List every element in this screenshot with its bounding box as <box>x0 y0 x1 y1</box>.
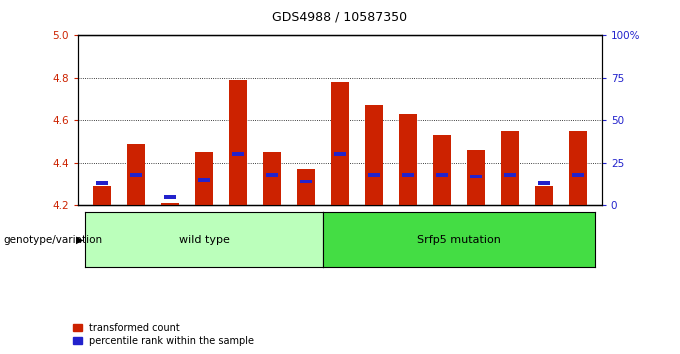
Bar <box>471 175 481 178</box>
Text: genotype/variation: genotype/variation <box>3 235 103 245</box>
Bar <box>403 173 413 177</box>
Text: wild type: wild type <box>179 235 229 245</box>
Bar <box>233 153 243 156</box>
Bar <box>505 173 515 177</box>
Bar <box>369 173 379 177</box>
Bar <box>335 153 345 156</box>
Bar <box>466 150 486 205</box>
Bar <box>568 131 588 205</box>
Text: ▶: ▶ <box>76 235 84 245</box>
Bar <box>267 173 277 177</box>
Bar <box>296 169 316 205</box>
Bar <box>92 186 112 205</box>
Bar <box>432 135 452 205</box>
Bar <box>539 181 549 185</box>
Bar <box>262 152 282 205</box>
Text: GDS4988 / 10587350: GDS4988 / 10587350 <box>273 11 407 24</box>
Bar <box>534 186 554 205</box>
Bar <box>330 82 350 205</box>
Bar <box>398 114 418 205</box>
Bar <box>131 173 141 177</box>
Bar <box>500 131 520 205</box>
Bar <box>364 105 384 205</box>
Legend: transformed count, percentile rank within the sample: transformed count, percentile rank withi… <box>73 323 254 346</box>
Bar <box>126 144 146 205</box>
Text: Srfp5 mutation: Srfp5 mutation <box>417 235 501 245</box>
Bar <box>97 181 107 185</box>
Bar <box>228 80 248 205</box>
Bar <box>437 173 447 177</box>
Bar <box>165 195 175 199</box>
Bar <box>194 152 214 205</box>
Bar <box>573 173 583 177</box>
Bar <box>199 178 209 182</box>
Bar <box>160 203 180 205</box>
Bar <box>301 180 311 183</box>
